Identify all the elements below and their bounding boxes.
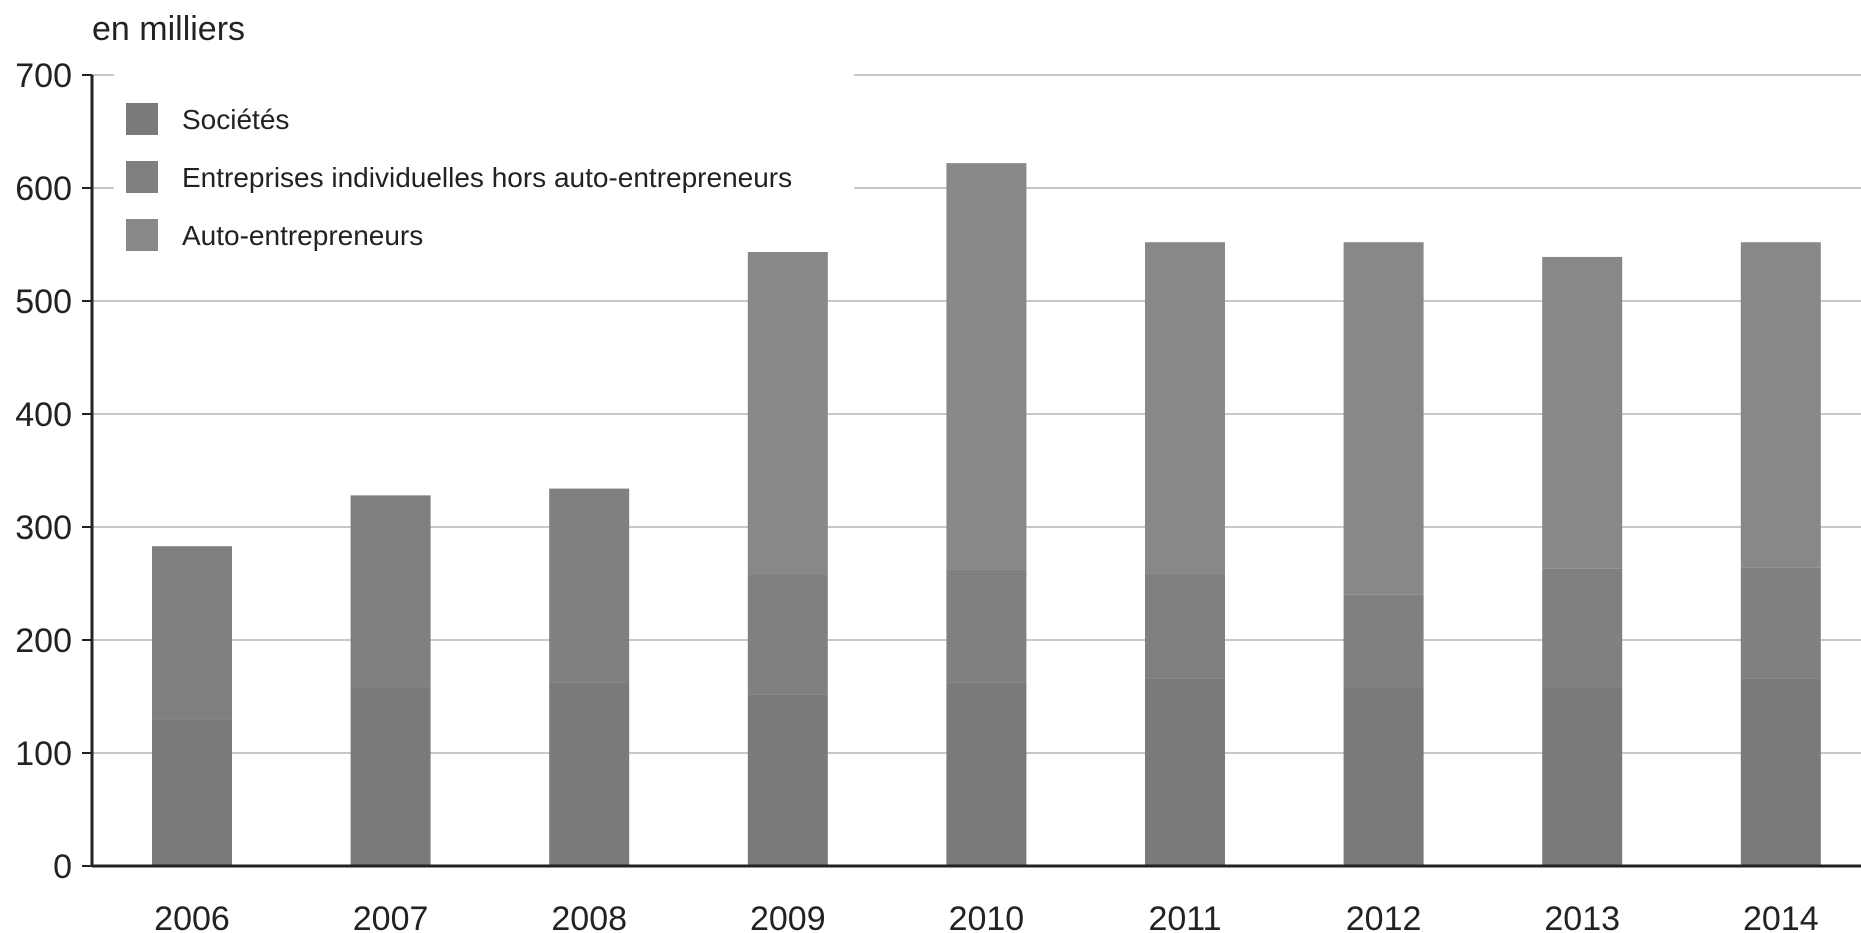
legend-swatch [126, 161, 158, 193]
x-tick-label: 2009 [750, 900, 826, 933]
bar-segment [747, 574, 828, 695]
legend-swatch [126, 103, 158, 135]
y-tick-label: 0 [53, 848, 72, 886]
bar-segment [549, 682, 630, 866]
bar-segment [1343, 594, 1424, 688]
bar-segment [152, 546, 232, 720]
x-tick-label: 2011 [1148, 900, 1221, 933]
x-tick-label: 2010 [949, 900, 1025, 933]
bar-segment [1542, 256, 1623, 569]
bar-segment [1145, 242, 1225, 575]
bar-segment [1145, 574, 1225, 679]
legend-label: Entreprises individuelles hors auto-entr… [182, 162, 792, 193]
legend-background [114, 62, 854, 252]
legend-label: Sociétés [182, 104, 289, 135]
bar-segment [747, 212, 828, 575]
unit-label: en milliers [92, 10, 245, 48]
bar-segment [1542, 687, 1623, 866]
x-tick-label: 2007 [353, 900, 429, 933]
bar-segment [350, 687, 431, 866]
x-tick-label: 2014 [1743, 900, 1819, 933]
bar-segment [1740, 242, 1821, 568]
bar-segment [350, 495, 431, 688]
bar-segment [1740, 567, 1821, 679]
y-tick-label: 600 [15, 170, 72, 208]
bars [152, 163, 1821, 866]
y-tick-label: 300 [15, 509, 72, 547]
bar-segment [747, 694, 828, 866]
y-tick-label: 500 [15, 283, 72, 321]
y-tick-label: 700 [15, 57, 72, 95]
y-tick-label: 400 [15, 396, 72, 434]
x-axis-ticks: 2006 2007 2008 2009 2010 2011 2012 2013 2014 [154, 900, 1818, 933]
y-axis-ticks: 0 100 200 300 400 500 600 700 [15, 57, 92, 886]
bar-segment [1145, 678, 1225, 866]
bar-segment [1343, 687, 1424, 866]
y-tick-label: 100 [15, 735, 72, 773]
bar-segment [549, 488, 630, 683]
legend: Sociétés Entreprises individuelles hors a… [114, 62, 854, 252]
bar-segment [1740, 678, 1821, 866]
bar-segment [152, 719, 232, 866]
x-tick-label: 2013 [1544, 900, 1620, 933]
bar-segment [946, 163, 1027, 570]
y-tick-label: 200 [15, 622, 72, 660]
bar-segment [1343, 242, 1424, 595]
bar-segment [1542, 568, 1623, 688]
x-tick-label: 2008 [551, 900, 627, 933]
bar-segment [946, 682, 1027, 866]
legend-label: Auto-entrepreneurs [182, 220, 423, 251]
x-tick-label: 2012 [1346, 900, 1422, 933]
legend-swatch [126, 219, 158, 251]
bar-segment [946, 569, 1027, 683]
x-tick-label: 2006 [154, 900, 230, 933]
